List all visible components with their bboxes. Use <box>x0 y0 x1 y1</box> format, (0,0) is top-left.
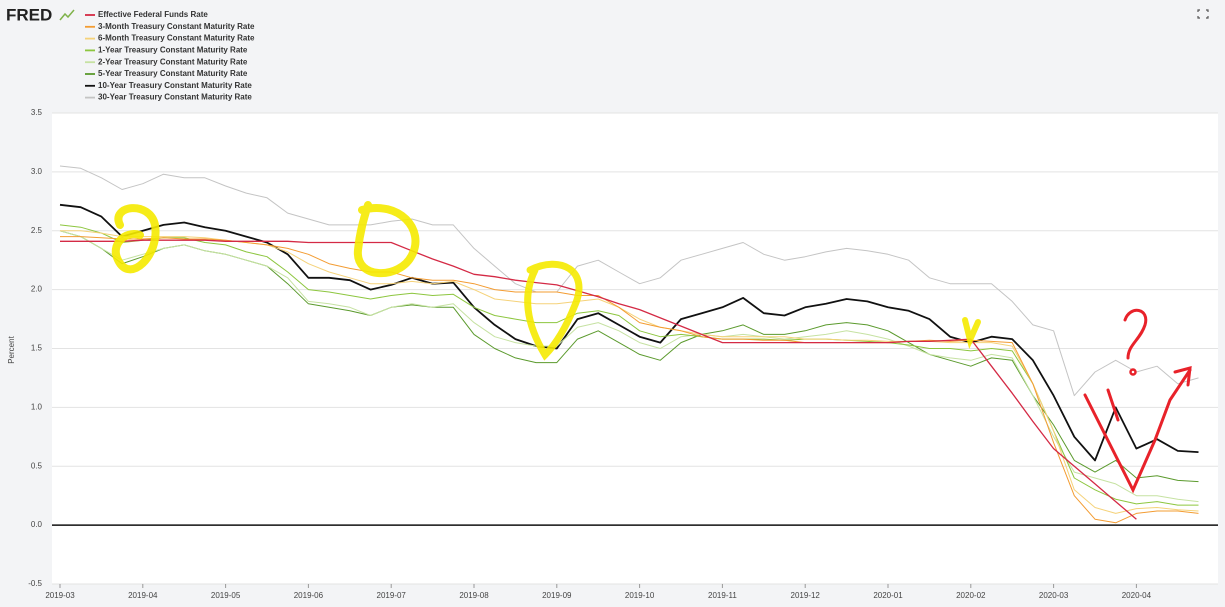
x-tick-label: 2019-11 <box>708 591 737 600</box>
x-tick-label: 2019-03 <box>45 591 75 600</box>
x-tick-label: 2020-03 <box>1039 591 1069 600</box>
x-tick-label: 2019-04 <box>128 591 158 600</box>
legend-label: 6-Month Treasury Constant Maturity Rate <box>98 34 255 43</box>
marks: -0.5 0.0 0.5 1.0 1.5 2.0 2.5 3.0 3.5 2019-03 2019-… <box>28 108 1218 600</box>
legend-label: Effective Federal Funds Rate <box>98 10 208 19</box>
series-line <box>60 236 1199 524</box>
legend-label: 10-Year Treasury Constant Maturity Rate <box>98 81 252 90</box>
x-tick-label: 2020-02 <box>956 591 986 600</box>
series-line <box>60 239 1137 520</box>
y-tick-label: 0.5 <box>31 461 43 470</box>
x-tick-label: 2019-07 <box>377 591 407 600</box>
fullscreen-icon[interactable] <box>1197 9 1209 19</box>
series-line <box>59 230 1199 503</box>
series-line <box>59 165 1199 397</box>
x-tick-label: 2019-06 <box>294 591 324 600</box>
logo: FRED <box>6 5 52 24</box>
legend-label: 1-Year Treasury Constant Maturity Rate <box>98 46 248 55</box>
x-tick-label: 2019-08 <box>459 591 489 600</box>
legend-label: 30-Year Treasury Constant Maturity Rate <box>98 93 252 102</box>
x-tick-label: 2020-01 <box>873 591 903 600</box>
legend-label: 2-Year Treasury Constant Maturity Rate <box>98 57 248 66</box>
series-line <box>59 203 1199 462</box>
legend-label: 3-Month Treasury Constant Maturity Rate <box>98 22 255 31</box>
x-tick-label: 2020-04 <box>1122 591 1152 600</box>
annotations <box>111 201 1192 494</box>
y-axis-label: Percent <box>7 335 16 363</box>
legend-label: 5-Year Treasury Constant Maturity Rate <box>98 69 248 78</box>
x-tick-label: 2019-05 <box>211 591 241 600</box>
x-tick-label: 2019-12 <box>791 591 821 600</box>
logo-icon <box>59 9 75 21</box>
y-tick-label: 3.0 <box>31 167 43 176</box>
y-tick-label: 0.0 <box>31 520 43 529</box>
y-tick-label: 1.0 <box>31 402 43 411</box>
x-tick-label: 2019-10 <box>625 591 655 600</box>
y-tick-label: 1.5 <box>31 344 43 353</box>
x-tick-label: 2019-09 <box>542 591 572 600</box>
y-tick-label: 2.5 <box>31 226 43 235</box>
series-line <box>59 224 1199 506</box>
y-tick-label: -0.5 <box>28 579 42 588</box>
y-tick-label: 2.0 <box>31 285 43 294</box>
y-tick-label: 3.5 <box>31 108 43 117</box>
